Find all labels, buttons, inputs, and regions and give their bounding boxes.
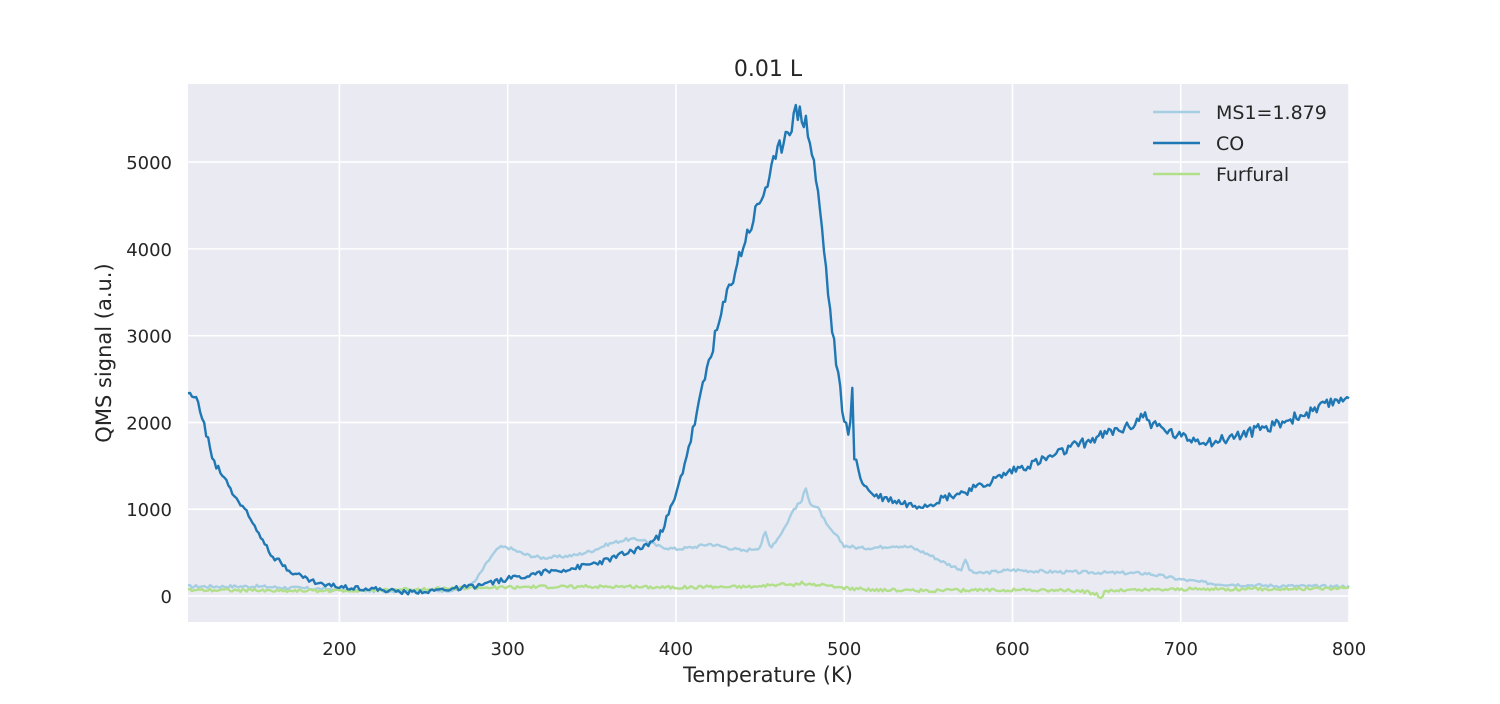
y-tick-label: 1000 [126, 500, 172, 521]
x-tick-label: 700 [1164, 639, 1198, 660]
x-axis-label: Temperature (K) [682, 663, 853, 687]
legend-label: CO [1216, 133, 1244, 155]
x-tick-labels: 200 300 400 500 600 700 800 [322, 639, 1366, 660]
chart-title: 0.01 L [734, 57, 803, 82]
x-tick-label: 600 [995, 639, 1029, 660]
y-tick-label: 4000 [126, 240, 172, 261]
series-line-co [187, 103, 1350, 596]
x-tick-label: 500 [827, 639, 861, 660]
series-layer [187, 103, 1350, 600]
legend: MS1=1.879 CO Furfural [1153, 102, 1327, 186]
x-tick-label: 800 [1332, 639, 1366, 660]
y-tick-labels: 0 1000 2000 3000 4000 5000 [126, 153, 172, 608]
y-tick-label: 3000 [126, 327, 172, 348]
legend-label: Furfural [1216, 164, 1289, 186]
legend-label: MS1=1.879 [1216, 102, 1327, 124]
y-tick-label: 2000 [126, 413, 172, 434]
y-axis-label: QMS signal (a.u.) [92, 263, 116, 442]
x-tick-label: 400 [659, 639, 693, 660]
y-tick-label: 0 [161, 587, 172, 608]
x-tick-label: 300 [491, 639, 525, 660]
x-tick-label: 200 [322, 639, 356, 660]
y-tick-label: 5000 [126, 153, 172, 174]
